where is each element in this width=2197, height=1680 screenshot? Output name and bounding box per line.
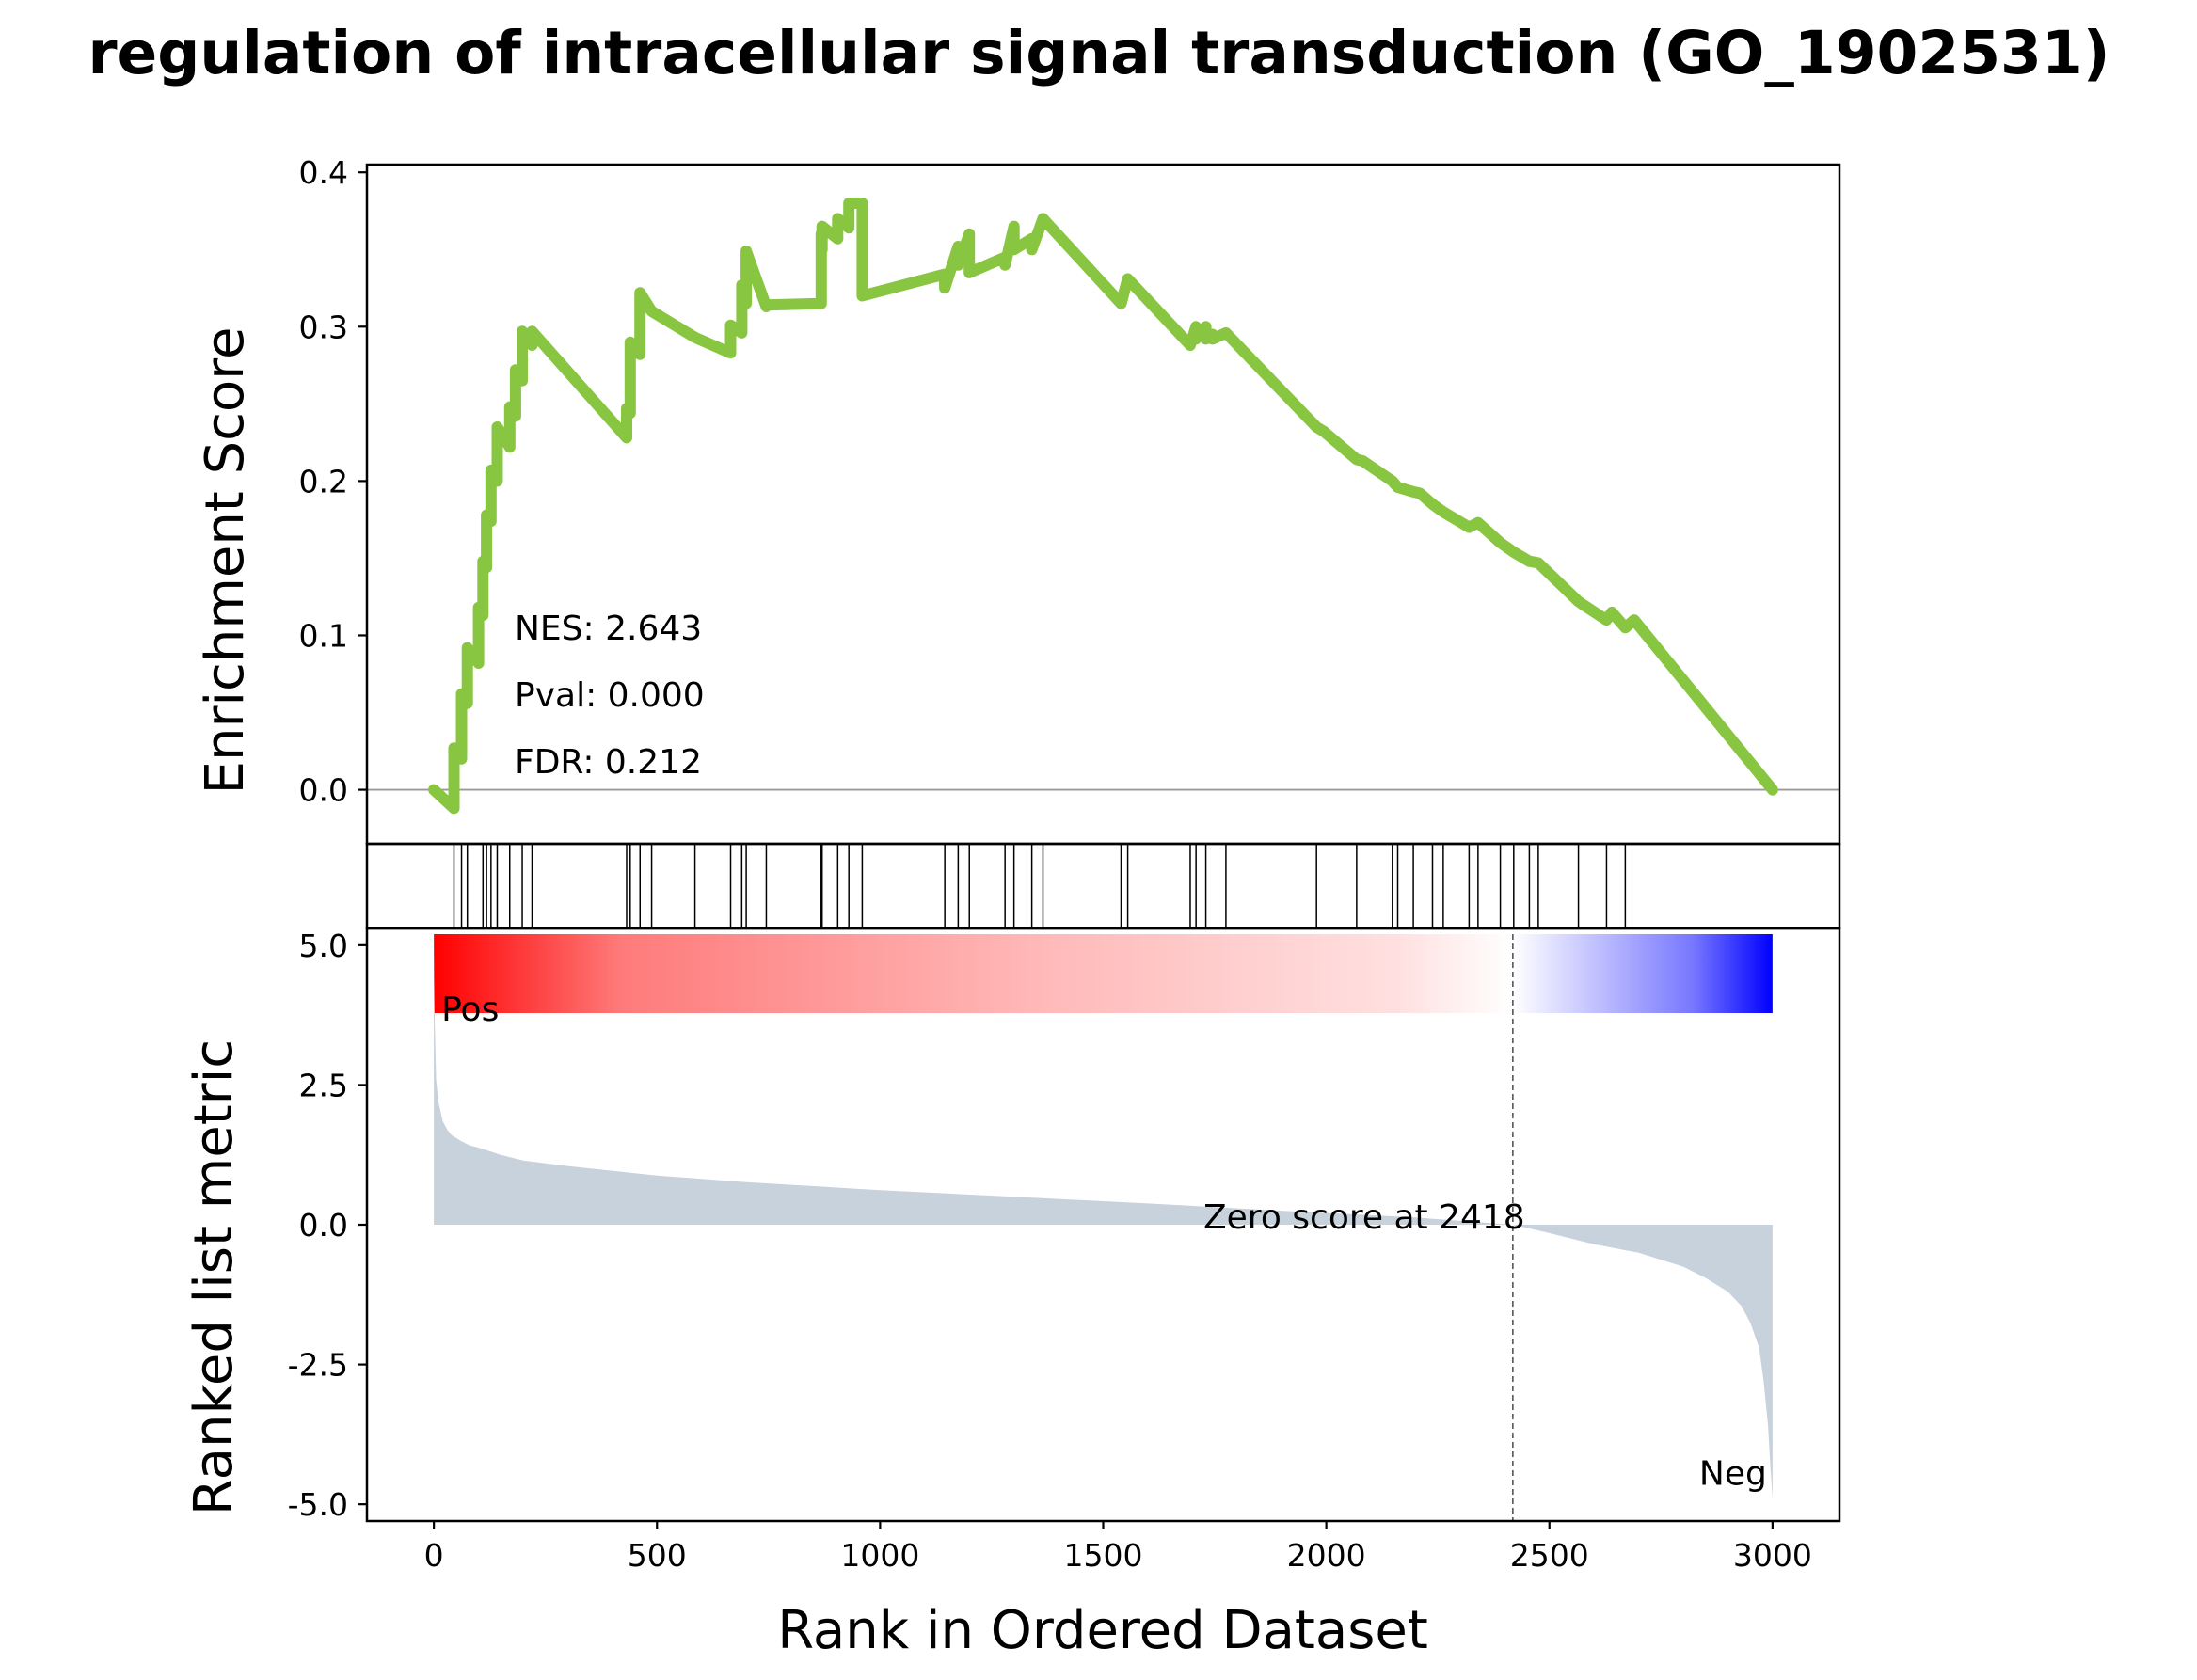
chart-title: regulation of intracellular signal trans… — [88, 19, 2109, 87]
rank-y-tick-label: 0.0 — [299, 1207, 348, 1244]
rank-colorbar — [434, 934, 1773, 1013]
rank-y-tick-label: 2.5 — [299, 1067, 348, 1103]
es-y-tick-label: 0.4 — [299, 154, 348, 191]
enrichment-score-panel: 0.0 0.1 0.2 0.3 0.4 NES: 2.643 Pval: 0.000 F… — [195, 154, 1841, 846]
pval-stat: Pval: 0.000 — [515, 676, 705, 715]
es-y-ticks: 0.0 0.1 0.2 0.3 0.4 — [299, 154, 367, 809]
x-ticks: 0 500 1000 1500 2000 2500 3000 — [424, 1521, 1812, 1574]
zero-score-label: Zero score at 2418 — [1203, 1198, 1525, 1237]
fdr-stat: FDR: 0.212 — [515, 743, 702, 782]
es-y-tick-label: 0.3 — [299, 309, 348, 345]
rank-y-ticks: 5.0 2.5 0.0 -2.5 -5.0 — [288, 927, 367, 1523]
x-axis-title: Rank in Ordered Dataset — [777, 1600, 1428, 1661]
x-tick-label: 1500 — [1064, 1537, 1143, 1574]
rank-y-tick-label: -5.0 — [288, 1486, 348, 1523]
neg-label: Neg — [1699, 1454, 1767, 1493]
nes-stat: NES: 2.643 — [515, 610, 702, 648]
gene-hits-panel — [365, 842, 1841, 930]
x-tick-label: 1000 — [840, 1537, 919, 1574]
es-y-tick-label: 0.2 — [299, 463, 348, 499]
rank-panel-frame — [365, 927, 1841, 1523]
rank-y-tick-label: 5.0 — [299, 927, 348, 964]
ranked-metric-area — [434, 947, 1773, 1499]
rank-y-tick-label: -2.5 — [288, 1347, 348, 1384]
hits-panel-frame — [365, 842, 1841, 930]
es-y-tick-label: 0.1 — [299, 617, 348, 654]
es-y-tick-label: 0.0 — [299, 772, 348, 809]
es-y-axis-title: Enrichment Score — [195, 327, 256, 795]
x-tick-label: 3000 — [1733, 1537, 1812, 1574]
es-panel-frame — [365, 163, 1841, 846]
x-tick-label: 0 — [424, 1537, 444, 1574]
hit-lines — [453, 844, 1627, 928]
x-tick-label: 500 — [628, 1537, 687, 1574]
pos-label: Pos — [441, 991, 499, 1029]
ranked-metric-panel: Zero score at 2418 Pos Neg 5.0 2.5 0.0 -2.5… — [183, 927, 1841, 1661]
x-tick-label: 2000 — [1287, 1537, 1366, 1574]
rank-y-axis-title: Ranked list metric — [183, 1039, 245, 1515]
enrichment-score-line — [428, 198, 1778, 815]
x-tick-label: 2500 — [1510, 1537, 1589, 1574]
